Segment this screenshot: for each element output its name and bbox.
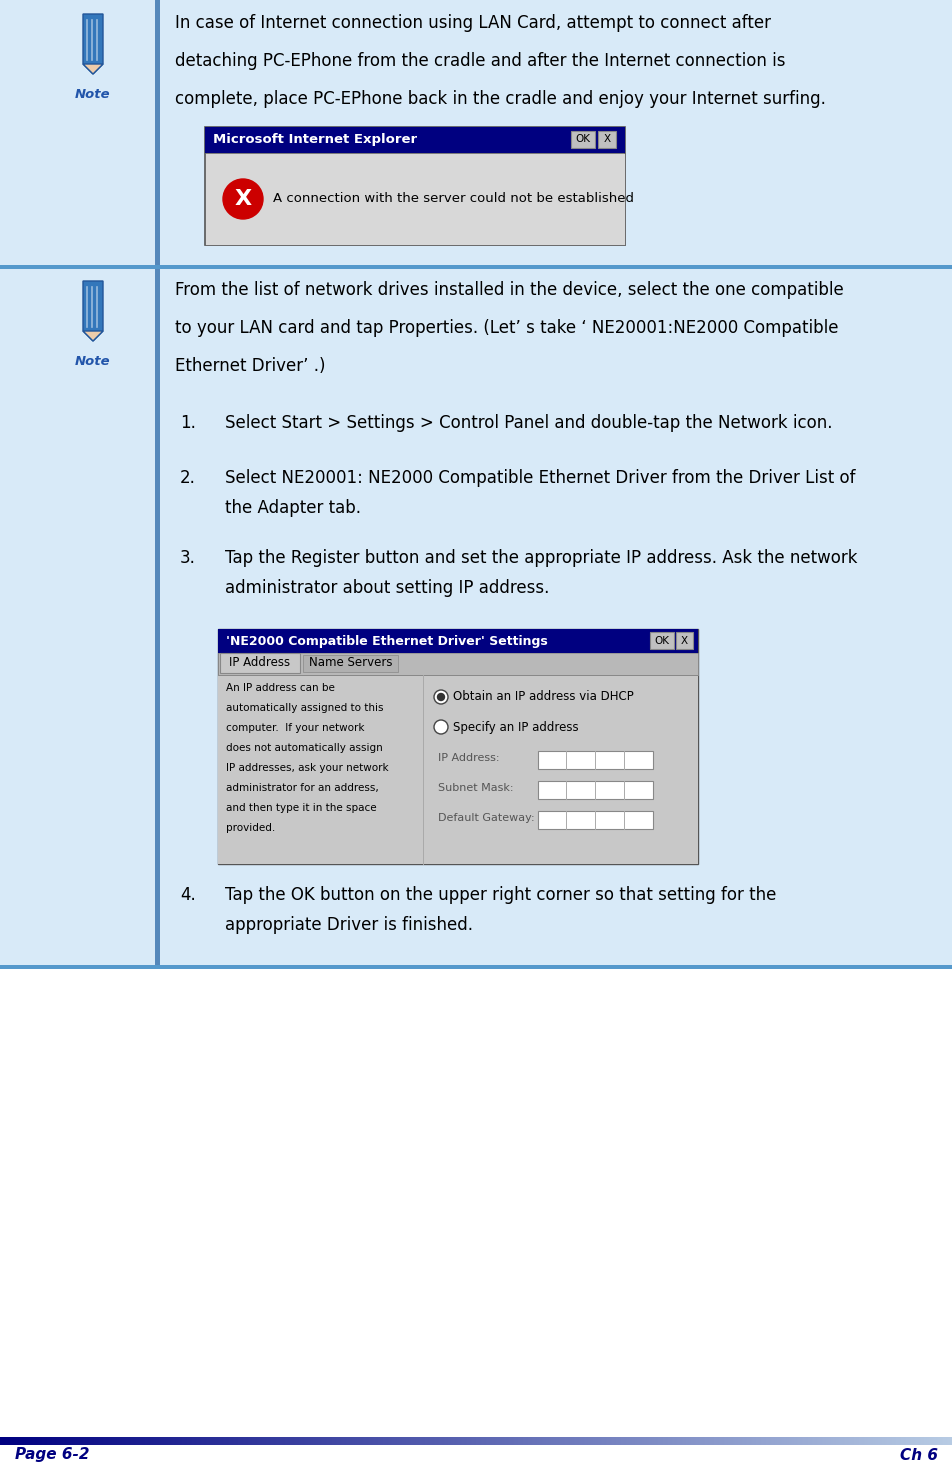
Polygon shape <box>83 331 103 342</box>
Text: administrator for an address,: administrator for an address, <box>226 784 378 792</box>
Text: A connection with the server could not be established: A connection with the server could not b… <box>272 193 633 206</box>
Text: Select NE20001: NE2000 Compatible Ethernet Driver from the Driver List of: Select NE20001: NE2000 Compatible Ethern… <box>225 468 855 488</box>
Circle shape <box>433 689 447 704</box>
Text: Default Gateway:: Default Gateway: <box>438 813 534 823</box>
Text: OK: OK <box>654 635 669 645</box>
Text: In case of Internet connection using LAN Card, attempt to connect after: In case of Internet connection using LAN… <box>175 15 770 32</box>
Bar <box>303 655 398 672</box>
Text: Obtain an IP address via DHCP: Obtain an IP address via DHCP <box>452 691 633 704</box>
Text: 3.: 3. <box>180 549 196 567</box>
Circle shape <box>223 180 263 219</box>
Text: IP Address:: IP Address: <box>438 753 499 763</box>
Bar <box>205 127 625 153</box>
Circle shape <box>433 720 447 734</box>
Bar <box>538 751 652 769</box>
Text: X: X <box>234 189 251 209</box>
Bar <box>205 153 625 245</box>
Bar <box>218 653 697 675</box>
Text: appropriate Driver is finished.: appropriate Driver is finished. <box>225 916 472 934</box>
Text: and then type it in the space: and then type it in the space <box>226 803 376 813</box>
Bar <box>675 632 692 650</box>
Text: Ethernet Driver’ .): Ethernet Driver’ .) <box>175 356 326 376</box>
Polygon shape <box>83 281 103 342</box>
Circle shape <box>437 694 444 701</box>
Bar <box>597 131 615 147</box>
Text: 'NE2000 Compatible Ethernet Driver' Settings: 'NE2000 Compatible Ethernet Driver' Sett… <box>226 635 547 648</box>
Text: Tap the OK button on the upper right corner so that setting for the: Tap the OK button on the upper right cor… <box>225 885 776 904</box>
Bar <box>570 131 594 147</box>
Polygon shape <box>83 63 103 74</box>
Bar <box>538 812 652 829</box>
Bar <box>0 270 952 969</box>
Bar <box>538 781 652 798</box>
Bar <box>218 629 697 865</box>
Text: X: X <box>680 635 686 645</box>
Text: 2.: 2. <box>180 468 196 488</box>
Text: computer.  If your network: computer. If your network <box>226 723 364 734</box>
Text: complete, place PC-EPhone back in the cradle and enjoy your Internet surfing.: complete, place PC-EPhone back in the cr… <box>175 90 825 108</box>
Text: Microsoft Internet Explorer: Microsoft Internet Explorer <box>213 134 417 146</box>
Polygon shape <box>83 15 103 74</box>
Bar <box>649 632 673 650</box>
Bar <box>0 265 952 270</box>
Text: 1.: 1. <box>180 414 196 432</box>
Text: does not automatically assign: does not automatically assign <box>226 742 383 753</box>
Text: detaching PC-EPhone from the cradle and after the Internet connection is: detaching PC-EPhone from the cradle and … <box>175 52 784 71</box>
Bar <box>0 965 952 969</box>
Text: the Adapter tab.: the Adapter tab. <box>225 499 361 517</box>
Text: Select Start > Settings > Control Panel and double-tap the Network icon.: Select Start > Settings > Control Panel … <box>225 414 832 432</box>
Bar <box>220 653 300 673</box>
Bar <box>155 270 160 969</box>
Text: Specify an IP address: Specify an IP address <box>452 720 578 734</box>
Bar <box>0 969 952 1473</box>
Bar <box>218 675 697 865</box>
Text: IP addresses, ask your network: IP addresses, ask your network <box>226 763 388 773</box>
Text: Name Servers: Name Servers <box>309 657 392 670</box>
Text: Ch 6: Ch 6 <box>899 1448 937 1463</box>
Text: OK: OK <box>575 134 590 144</box>
Bar <box>155 0 160 265</box>
Text: provided.: provided. <box>226 823 275 834</box>
Bar <box>218 629 697 653</box>
Text: Page 6-2: Page 6-2 <box>15 1448 89 1463</box>
Text: Note: Note <box>75 355 110 368</box>
Text: to your LAN card and tap Properties. (Let’ s take ‘ NE20001:NE2000 Compatible: to your LAN card and tap Properties. (Le… <box>175 320 838 337</box>
Text: administrator about setting IP address.: administrator about setting IP address. <box>225 579 548 597</box>
Text: An IP address can be: An IP address can be <box>226 683 334 692</box>
Text: Subnet Mask:: Subnet Mask: <box>438 784 513 792</box>
Text: X: X <box>603 134 610 144</box>
Bar <box>0 0 952 265</box>
Text: Tap the Register button and set the appropriate IP address. Ask the network: Tap the Register button and set the appr… <box>225 549 857 567</box>
Text: 4.: 4. <box>180 885 195 904</box>
Text: IP Address: IP Address <box>229 657 290 670</box>
Text: From the list of network drives installed in the device, select the one compatib: From the list of network drives installe… <box>175 281 843 299</box>
Text: automatically assigned to this: automatically assigned to this <box>226 703 383 713</box>
Text: Note: Note <box>75 88 110 102</box>
Bar <box>205 127 625 245</box>
